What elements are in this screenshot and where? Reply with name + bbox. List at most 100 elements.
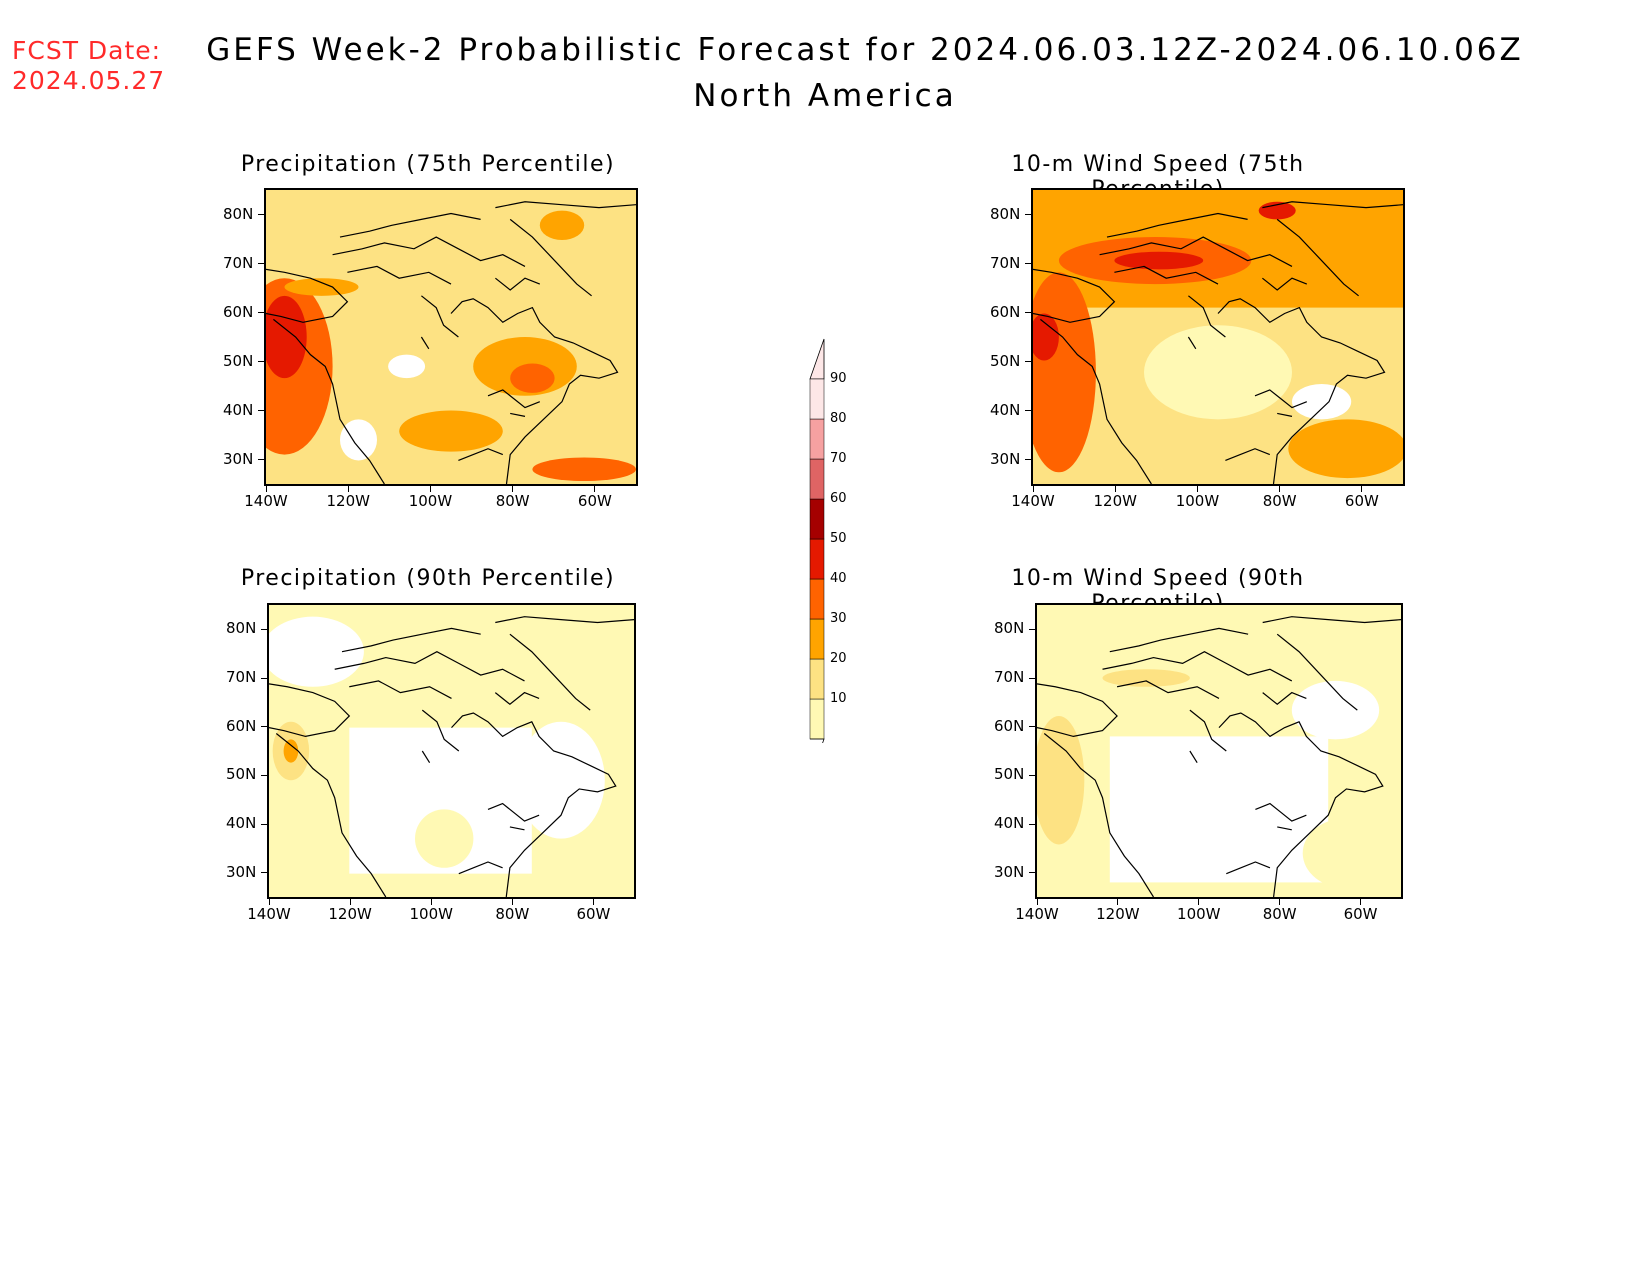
colorbar-label: 20 <box>830 651 847 666</box>
lon-tick <box>429 486 431 492</box>
forecast-date-value: 2024.05.27 <box>12 66 166 95</box>
lon-label: 120W <box>328 905 372 923</box>
lon-tick <box>347 486 349 492</box>
colorbar-swatch <box>809 698 825 740</box>
lat-label: 40N <box>223 400 254 419</box>
main-title: GEFS Week-2 Probabilistic Forecast for 2… <box>206 32 1524 68</box>
lon-tick <box>1117 899 1119 905</box>
lat-label: 70N <box>994 668 1025 686</box>
lat-label: 60N <box>226 716 257 735</box>
colorbar-swatch <box>809 538 825 580</box>
map-wind90 <box>1035 603 1403 899</box>
map-field-precip90 <box>269 605 634 897</box>
lat-tick <box>1025 263 1031 264</box>
map-field-wind90 <box>1037 605 1401 897</box>
map-wind75 <box>1031 188 1405 486</box>
lat-label: 70N <box>226 668 257 686</box>
lon-label: 80W <box>1262 905 1297 923</box>
colorbar-label: 30 <box>830 611 847 626</box>
lat-tick <box>261 726 267 728</box>
lat-label: 40N <box>994 814 1025 832</box>
lat-tick <box>1025 312 1031 313</box>
lon-label: 60W <box>577 492 612 510</box>
lon-label: 140W <box>247 905 291 923</box>
lat-label: 60N <box>994 716 1025 735</box>
colorbar-label: 40 <box>830 571 847 586</box>
colorbar-swatch <box>809 578 825 620</box>
colorbar-swatch <box>809 458 825 500</box>
lon-tick <box>265 486 267 492</box>
map-precip75 <box>264 188 638 486</box>
lon-label: 100W <box>1175 492 1220 510</box>
lon-label: 120W <box>1096 905 1140 923</box>
lon-label: 80W <box>1262 492 1297 510</box>
lat-label: 30N <box>226 862 257 881</box>
lon-label: 60W <box>1343 905 1378 923</box>
lon-label: 120W <box>326 492 370 510</box>
lat-label: 40N <box>226 814 257 832</box>
lat-label: 70N <box>990 253 1021 272</box>
lat-tick <box>1029 677 1035 679</box>
lon-tick <box>1032 486 1034 492</box>
panel-title-precip90: Precipitation (90th Percentile) <box>240 566 616 591</box>
colorbar-label: 60 <box>830 491 847 506</box>
lat-label: 80N <box>226 619 257 638</box>
colorbar-label: 90 <box>830 371 847 386</box>
colorbar-graphic <box>809 338 825 780</box>
lat-tick <box>1029 628 1035 630</box>
lon-tick <box>349 899 351 905</box>
lat-tick <box>258 214 264 215</box>
lon-tick <box>592 899 594 905</box>
lat-label: 30N <box>223 449 254 468</box>
region-subtitle: North America <box>693 78 957 114</box>
lon-tick <box>1114 486 1116 492</box>
lat-tick <box>258 459 264 460</box>
colorbar-swatch <box>809 498 825 540</box>
lat-tick <box>258 312 264 313</box>
lon-tick <box>268 899 270 905</box>
lon-label: 100W <box>408 492 453 510</box>
colorbar-label: 80 <box>830 411 847 426</box>
lat-tick <box>1029 823 1035 825</box>
lat-tick <box>261 774 267 776</box>
lon-label: 60W <box>576 905 611 923</box>
panel-title-precip75: Precipitation (75th Percentile) <box>240 152 616 177</box>
colorbar-label: 10 <box>830 691 847 706</box>
forecast-date: FCST Date: 2024.05.27 <box>12 36 165 96</box>
lat-label: 50N <box>990 351 1021 370</box>
lon-tick <box>512 486 514 492</box>
lon-tick <box>1196 486 1198 492</box>
lat-label: 70N <box>223 253 254 272</box>
lat-label: 30N <box>994 862 1025 881</box>
lon-tick <box>1036 899 1038 905</box>
lon-tick <box>1279 899 1281 905</box>
lat-tick <box>261 872 267 874</box>
lon-label: 140W <box>1011 492 1055 510</box>
map-field-wind75 <box>1033 190 1403 484</box>
lon-label: 80W <box>495 492 530 510</box>
lat-tick <box>258 361 264 362</box>
lat-tick <box>1029 774 1035 776</box>
lat-label: 30N <box>990 449 1021 468</box>
lon-label: 140W <box>1015 905 1059 923</box>
lon-label: 120W <box>1093 492 1137 510</box>
lat-tick <box>258 263 264 264</box>
lat-tick <box>261 823 267 825</box>
colorbar <box>806 333 836 780</box>
lat-tick <box>258 410 264 411</box>
lat-label: 60N <box>223 302 254 321</box>
lat-tick <box>1025 410 1031 411</box>
lon-label: 100W <box>1177 905 1221 923</box>
colorbar-label: 50 <box>830 531 847 546</box>
lat-tick <box>261 677 267 679</box>
lon-tick <box>1361 486 1363 492</box>
lat-label: 80N <box>990 204 1021 223</box>
lat-label: 50N <box>226 765 257 784</box>
lat-tick <box>1025 214 1031 215</box>
lon-tick <box>1279 486 1281 492</box>
lat-label: 80N <box>223 204 254 223</box>
lat-tick <box>1025 361 1031 362</box>
colorbar-swatch <box>809 618 825 660</box>
lon-label: 80W <box>495 905 530 923</box>
lat-tick <box>1025 459 1031 460</box>
